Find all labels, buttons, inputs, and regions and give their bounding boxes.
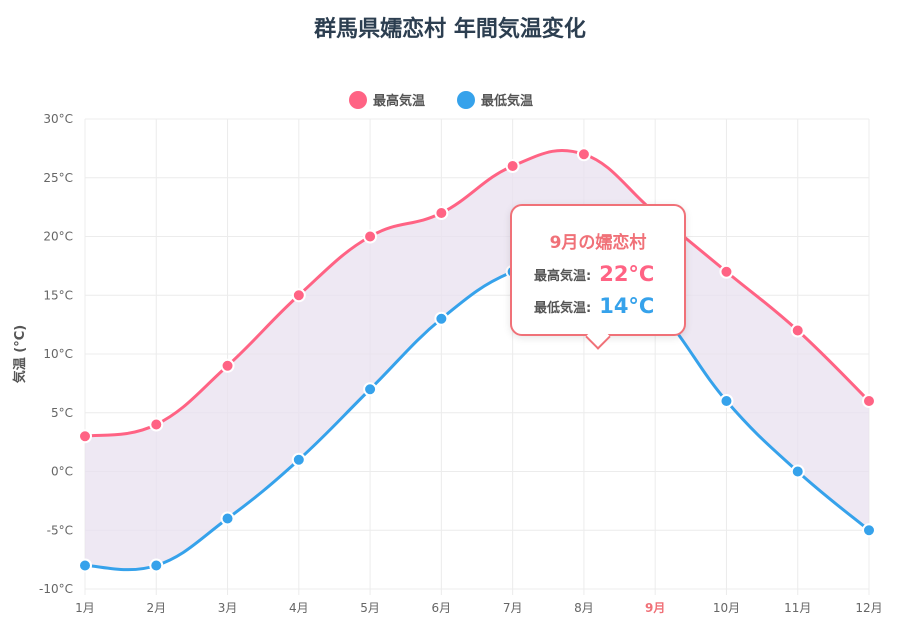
- x-tick-label: 8月: [574, 601, 594, 615]
- data-point-high-11月: [790, 323, 805, 338]
- x-tick-label: 7月: [503, 601, 523, 615]
- x-tick-label: 10月: [713, 601, 740, 615]
- x-tick-label: 1月: [75, 601, 95, 615]
- data-point-high-12月: [862, 394, 876, 408]
- tooltip-title: 9月の嬬恋村: [549, 233, 647, 253]
- data-point-high-3月: [220, 358, 235, 373]
- x-tick-label: 2月: [146, 601, 166, 615]
- x-tick-label: 6月: [432, 601, 452, 615]
- data-point-high-1月: [78, 429, 92, 444]
- data-point-low-10月: [719, 394, 734, 408]
- data-point-low-4月: [291, 452, 306, 467]
- x-tick-label: 11月: [784, 601, 811, 615]
- data-point-high-10月: [719, 264, 734, 279]
- y-tick-label: -5°C: [47, 523, 73, 537]
- y-tick-label: 5°C: [51, 406, 73, 420]
- data-point-high-7月: [505, 159, 520, 173]
- data-point-high-6月: [434, 206, 449, 220]
- legend-label: 最低気温: [481, 93, 533, 109]
- y-tick-label: 30°C: [43, 112, 73, 126]
- data-point-low-3月: [220, 511, 235, 526]
- y-tick-label: 15°C: [43, 288, 73, 302]
- legend-item-low: 最低気温: [457, 91, 533, 109]
- tooltip-high-value: 22°C: [599, 262, 655, 286]
- x-tick-label: 5月: [360, 601, 380, 615]
- y-tick-label: 0°C: [51, 465, 73, 479]
- data-point-high-8月: [576, 147, 591, 162]
- data-point-low-12月: [862, 523, 876, 538]
- data-point-low-1月: [78, 558, 92, 573]
- y-tick-label: 10°C: [43, 347, 73, 361]
- y-tick-label: 25°C: [43, 171, 73, 185]
- tooltip-low-label: 最低気温:: [534, 300, 592, 316]
- x-tick-label: 9月: [645, 601, 665, 615]
- x-tick-label: 12月: [855, 601, 882, 615]
- data-point-low-2月: [149, 558, 164, 573]
- tooltip-low-value: 14°C: [599, 294, 655, 318]
- data-point-low-11月: [790, 464, 805, 479]
- x-tick-label: 3月: [218, 601, 238, 615]
- legend-label: 最高気温: [373, 93, 425, 109]
- tooltip-high-label: 最高気温:: [534, 268, 592, 284]
- data-point-low-6月: [434, 311, 449, 326]
- x-tick-label: 4月: [289, 601, 309, 615]
- data-point-low-5月: [363, 382, 378, 397]
- tooltip-september: 9月の嬬恋村 最高気温: 22°C 最低気温: 14°C: [510, 204, 686, 350]
- data-point-high-4月: [291, 288, 306, 303]
- tooltip-row-high: 最高気温: 22°C: [534, 262, 654, 286]
- legend-marker: [349, 91, 367, 109]
- legend-marker: [457, 91, 475, 109]
- data-point-high-5月: [363, 229, 378, 244]
- chart-title: 群馬県嬬恋村 年間気温変化: [314, 16, 586, 42]
- data-point-high-2月: [149, 417, 164, 432]
- range-fill: [85, 150, 869, 570]
- legend-item-high: 最高気温: [349, 91, 425, 109]
- tooltip-row-low: 最低気温: 14°C: [534, 294, 654, 318]
- y-axis-label: 気温 (°C): [12, 325, 28, 383]
- y-tick-label: 20°C: [43, 230, 73, 244]
- y-tick-label: -10°C: [39, 582, 73, 596]
